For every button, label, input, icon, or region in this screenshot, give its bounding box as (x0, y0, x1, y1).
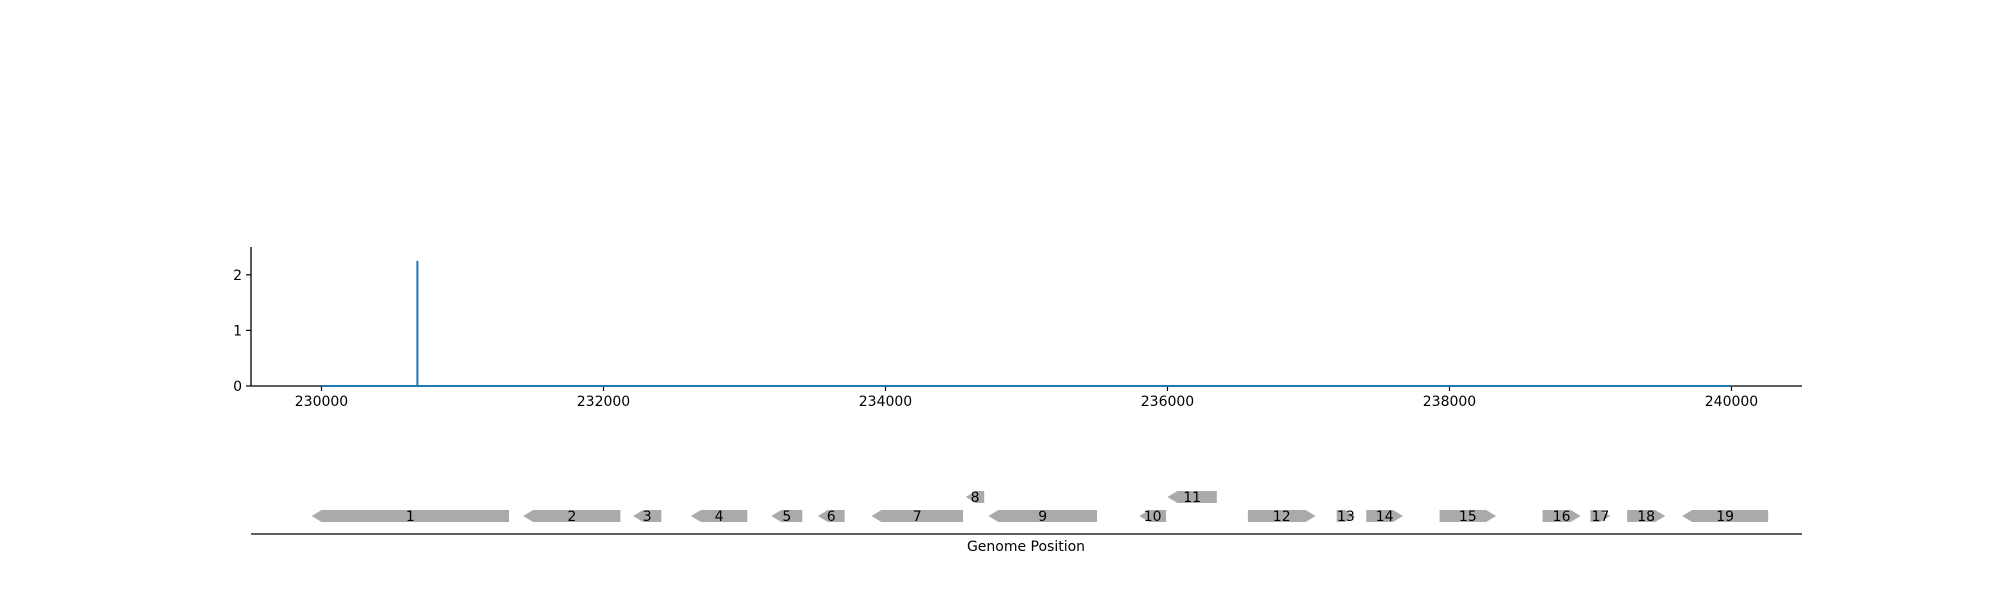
gene-arrow (311, 510, 510, 522)
gene-arrow (690, 510, 748, 522)
gene-arrow (817, 510, 845, 522)
gene-label: 6 (827, 509, 836, 525)
gene-arrow (1167, 491, 1217, 503)
series-line (321, 260, 1732, 387)
gene-label: 11 (1183, 490, 1201, 506)
gene-label: 12 (1273, 509, 1291, 525)
gene-label: 18 (1637, 509, 1655, 525)
gene-label: 2 (567, 509, 576, 525)
gene-label: 8 (971, 490, 980, 506)
x-tick-label: 240000 (1705, 394, 1758, 410)
gene-arrow (1590, 510, 1611, 522)
gene-label: 9 (1038, 509, 1047, 525)
y-tick-label: 2 (233, 268, 242, 284)
gene-label: 14 (1376, 509, 1394, 525)
gene-arrow (1247, 510, 1316, 522)
gene-label: 15 (1459, 509, 1477, 525)
gene-arrow (1366, 510, 1403, 522)
gene-arrow (965, 491, 985, 503)
gene-arrow (1682, 510, 1769, 522)
series-layer (321, 260, 1732, 387)
gene-label: 19 (1716, 509, 1734, 525)
x-tick-label: 238000 (1423, 394, 1476, 410)
gene-label: 10 (1144, 509, 1162, 525)
x-tick-label: 232000 (577, 394, 630, 410)
y-tick-label: 0 (233, 379, 242, 395)
gene-arrow (633, 510, 662, 522)
gene-label: 7 (913, 509, 922, 525)
gene-label: 16 (1553, 509, 1571, 525)
y-ticks: 0 1 2 (233, 268, 251, 395)
coverage-plot: 0 1 2 230000 232000 234000 236000 238000 240000 (233, 247, 1802, 410)
gene-arrow (988, 510, 1097, 522)
gene-label: 4 (715, 509, 724, 525)
gene-label: 3 (643, 509, 652, 525)
gene-arrow (771, 510, 803, 522)
y-tick-label: 1 (233, 323, 242, 339)
x-tick-label: 234000 (859, 394, 912, 410)
x-tick-label: 230000 (295, 394, 348, 410)
gene-arrow (1627, 510, 1666, 522)
gene-arrow (1439, 510, 1497, 522)
gene-arrow (1542, 510, 1581, 522)
x-ticks: 230000 232000 234000 236000 238000 240000 (295, 386, 1758, 410)
gene-label: 1 (406, 509, 415, 525)
gene-label: 5 (782, 509, 791, 525)
gene-arrow (1336, 510, 1356, 522)
gene-label: 17 (1591, 509, 1609, 525)
gene-arrow (1139, 510, 1167, 522)
gene-arrow (523, 510, 621, 522)
gene-arrow (871, 510, 964, 522)
gene-label: 13 (1337, 509, 1355, 525)
x-tick-label: 236000 (1141, 394, 1194, 410)
gene-track-x-axis-label: Genome Position (967, 539, 1085, 555)
